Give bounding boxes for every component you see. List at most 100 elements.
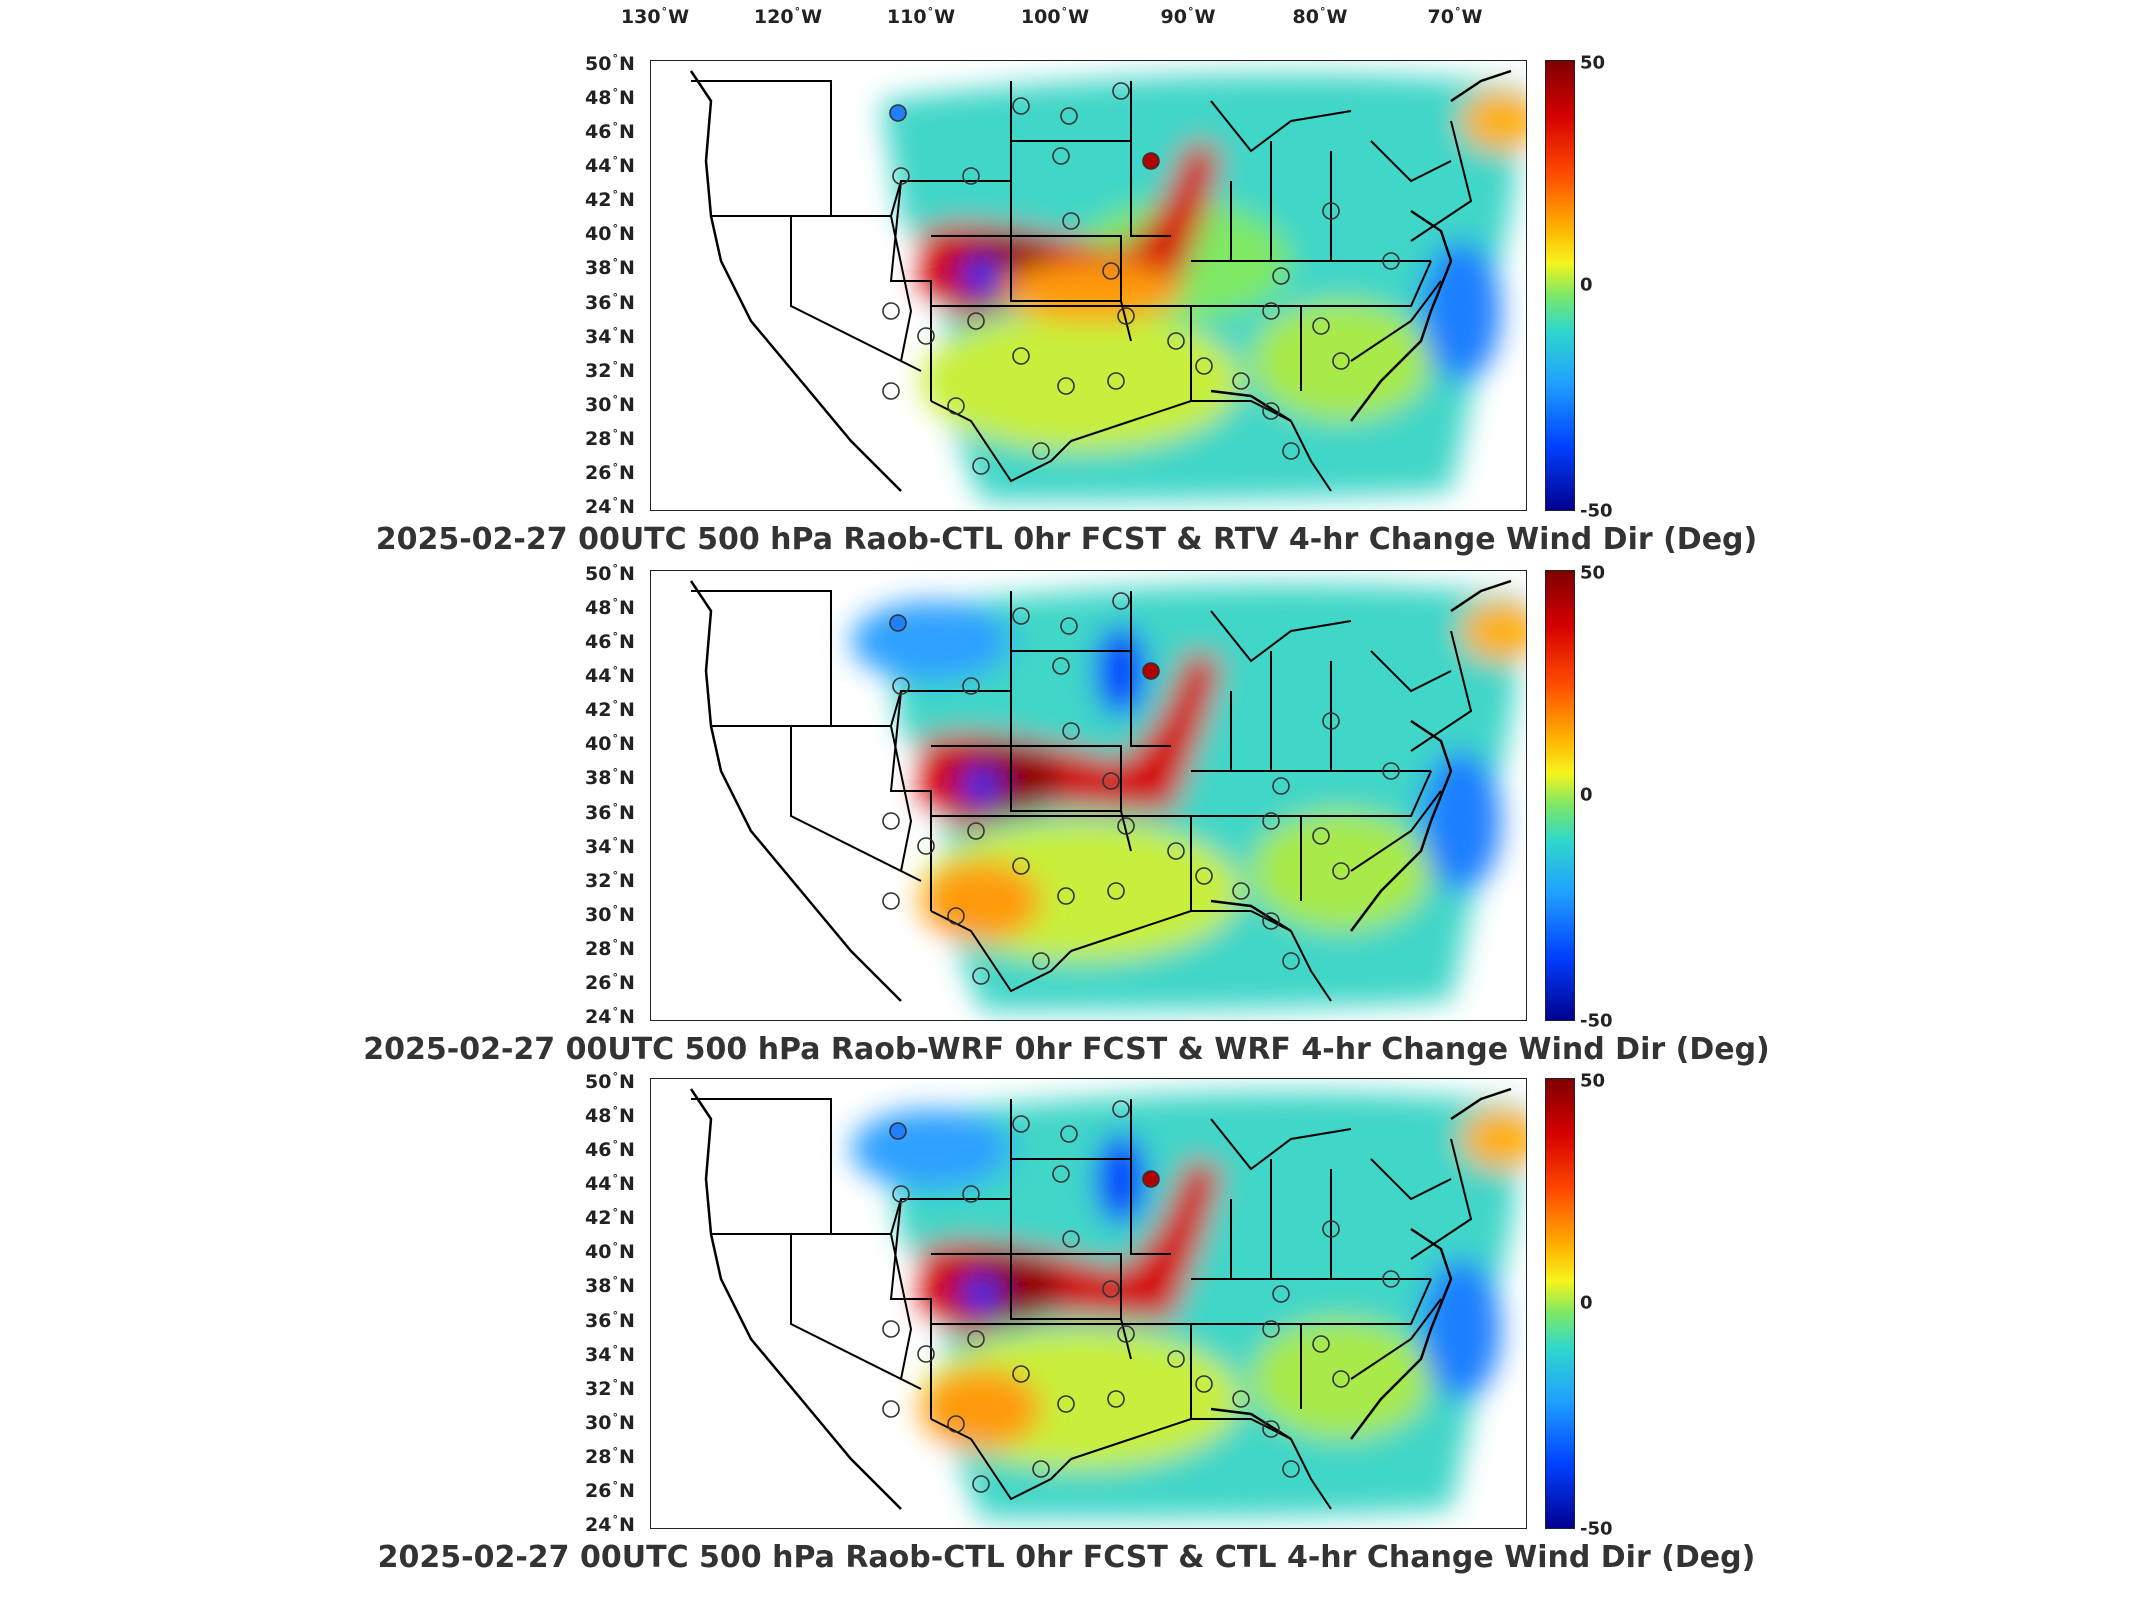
field-yellow-south	[921, 311, 1241, 451]
colorbar-zero-label: 0	[1580, 784, 1593, 806]
lat-label-38n: 38°N	[585, 1274, 635, 1298]
field-yellow-ne	[1461, 1109, 1526, 1169]
lat-label-32n: 32°N	[585, 1376, 635, 1400]
wind-field	[881, 74, 1526, 501]
lat-label-24n: 24°N	[585, 1005, 635, 1028]
lat-label-34n: 34°N	[585, 1342, 635, 1366]
lon-label-110w: 110°W	[886, 5, 956, 28]
lat-label-46n: 46°N	[585, 1138, 635, 1162]
colorbar-zero-label: 0	[1580, 274, 1593, 296]
field-blue-streak	[1096, 626, 1146, 716]
station-high	[1142, 1170, 1160, 1188]
lat-label-36n: 36°N	[585, 290, 635, 314]
lon-label-90w: 90°W	[1160, 5, 1216, 28]
lat-label-32n: 32°N	[585, 868, 635, 892]
field-blue-atlantic	[1421, 751, 1501, 891]
coastlines	[689, 69, 1512, 492]
colorbar-zero-label: 0	[1580, 1292, 1593, 1314]
lat-label-46n: 46°N	[585, 120, 635, 144]
lat-label-40n: 40°N	[585, 1240, 635, 1264]
lat-label-26n: 26°N	[585, 1478, 635, 1502]
state-boundaries	[691, 80, 1473, 492]
lon-label-130w: 130°W	[620, 5, 690, 28]
lon-label-100w: 100°W	[1020, 5, 1090, 28]
lat-label-38n: 38°N	[585, 256, 635, 280]
wind-field	[851, 1092, 1526, 1519]
field-yellow-east	[1251, 301, 1431, 421]
panel-title: 2025-02-27 00UTC 500 hPa Raob-CTL 0hr FC…	[377, 1540, 1756, 1575]
field-yellow-ne	[1461, 91, 1526, 151]
colorbar-ctl	[1545, 1078, 1575, 1529]
station-low	[889, 104, 907, 122]
state-boundaries	[691, 1098, 1473, 1510]
wind-field	[851, 584, 1526, 1011]
lat-label-44n: 44°N	[585, 154, 635, 178]
panel-ctl: 50°N 48°N 46°N 44°N 42°N 40°N 38°N 36°N 34°N 32°N…	[0, 1070, 2133, 1578]
lat-label-34n: 34°N	[585, 324, 635, 348]
coastlines	[689, 579, 1512, 1002]
lat-label-30n: 30°N	[585, 1410, 635, 1434]
lon-label-120w: 120°W	[753, 5, 823, 28]
field-blue-atlantic	[1421, 1259, 1501, 1399]
panel-title: 2025-02-27 00UTC 500 hPa Raob-CTL 0hr FC…	[375, 522, 1758, 557]
panel-rtv: 50°N 48°N 46°N 44°N 42°N 40°N 38°N 36°N 34°N 32°N…	[0, 52, 2133, 560]
longitude-labels: 130°W 120°W 110°W 100°W 90°W 80°W 70°W	[0, 0, 2133, 40]
field-yellow-east	[1251, 1319, 1431, 1439]
map-ctl	[650, 1078, 1527, 1529]
field-orange-halo	[1001, 261, 1181, 321]
field-blue-core	[963, 1276, 999, 1312]
colorbar-min-label: -50	[1580, 500, 1613, 522]
lat-label-42n: 42°N	[585, 1206, 635, 1230]
lat-label-42n: 42°N	[585, 698, 635, 722]
station-high	[1142, 152, 1160, 170]
map-wrf	[650, 570, 1527, 1021]
field-blue-nw	[851, 1109, 1011, 1189]
lat-label-26n: 26°N	[585, 970, 635, 994]
lat-label-32n: 32°N	[585, 358, 635, 382]
coastlines	[689, 1087, 1512, 1510]
field-blue-core	[963, 258, 999, 294]
raob-stations	[882, 82, 1400, 475]
lat-label-50n: 50°N	[585, 562, 635, 585]
lon-label-70w: 70°W	[1427, 5, 1483, 28]
colorbar-min-label: -50	[1580, 1518, 1613, 1540]
colorbar-max-label: 50	[1580, 1070, 1606, 1092]
panel-wrf: 50°N 48°N 46°N 44°N 42°N 40°N 38°N 36°N 34°N 32°N…	[0, 562, 2133, 1070]
raob-stations	[882, 1100, 1400, 1493]
colorbar-max-label: 50	[1580, 52, 1606, 74]
lat-label-40n: 40°N	[585, 222, 635, 246]
lat-label-34n: 34°N	[585, 834, 635, 858]
raob-stations	[882, 592, 1400, 985]
lat-label-38n: 38°N	[585, 766, 635, 790]
station-low	[889, 1122, 907, 1140]
lat-label-30n: 30°N	[585, 392, 635, 416]
lat-label-44n: 44°N	[585, 664, 635, 688]
lat-label-28n: 28°N	[585, 936, 635, 960]
field-blue-core	[963, 768, 999, 804]
map-ctl-svg	[689, 1087, 1526, 1519]
lon-label-80w: 80°W	[1292, 5, 1348, 28]
field-blue-atlantic	[1421, 241, 1501, 381]
lat-label-42n: 42°N	[585, 188, 635, 212]
lat-label-24n: 24°N	[585, 495, 635, 518]
field-yellow-east	[1251, 811, 1431, 931]
map-rtv-svg	[689, 69, 1526, 501]
field-blue-nw	[851, 601, 1011, 681]
lat-label-26n: 26°N	[585, 460, 635, 484]
lat-label-30n: 30°N	[585, 902, 635, 926]
map-wrf-svg	[689, 579, 1526, 1011]
lat-label-36n: 36°N	[585, 1308, 635, 1332]
lat-label-46n: 46°N	[585, 630, 635, 654]
lat-label-48n: 48°N	[585, 1104, 635, 1128]
colorbar-wrf	[1545, 570, 1575, 1021]
lat-label-48n: 48°N	[585, 86, 635, 110]
colorbar-min-label: -50	[1580, 1010, 1613, 1032]
station-high	[1142, 662, 1160, 680]
lat-label-50n: 50°N	[585, 52, 635, 75]
colorbar-rtv	[1545, 60, 1575, 511]
lat-label-44n: 44°N	[585, 1172, 635, 1196]
lat-label-28n: 28°N	[585, 426, 635, 450]
lat-label-40n: 40°N	[585, 732, 635, 756]
station-low	[889, 614, 907, 632]
lat-label-28n: 28°N	[585, 1444, 635, 1468]
